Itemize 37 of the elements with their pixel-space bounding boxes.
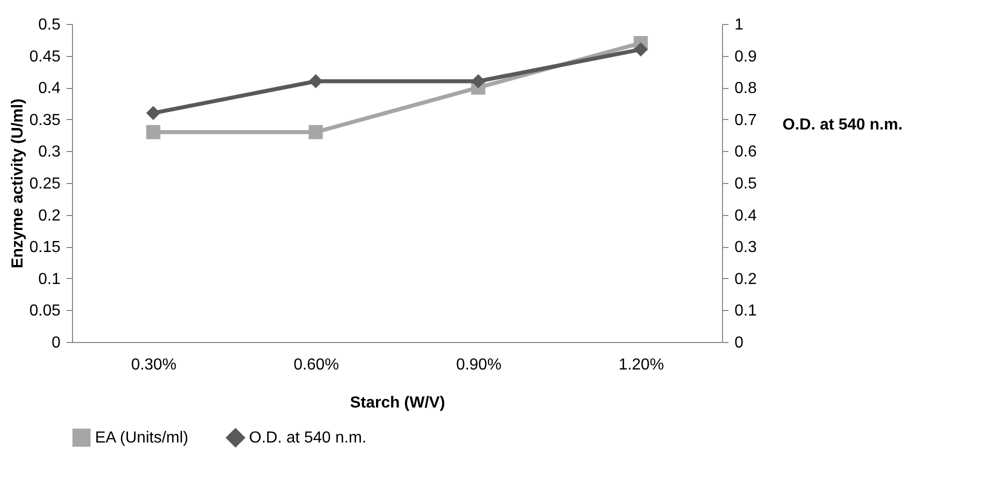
point [634, 42, 648, 57]
x-axis-title: Starch (W/V) [350, 394, 446, 412]
y2-tick-label: 0.2 [734, 270, 757, 288]
y-tick-label: 0.5 [38, 16, 61, 34]
x-tick-label: 0.60% [294, 356, 339, 374]
y2-tick-label: 0.5 [734, 176, 757, 192]
point [471, 74, 486, 88]
y2-axis-title: O.D. at 540 n.m. [782, 116, 903, 134]
y-tick-label: 0 [52, 334, 61, 352]
y2-tick-label: 0.9 [734, 48, 757, 66]
point [146, 106, 160, 120]
y-tick-label: 0.3 [38, 144, 61, 161]
y-tick-label: 0.45 [29, 48, 61, 66]
point [146, 125, 160, 140]
y-tick-label: 0.4 [38, 80, 61, 98]
x-tick-label: 0.30% [131, 356, 176, 374]
y-tick-label: 0.2 [38, 207, 61, 224]
y2-tick-label: 0.6 [734, 144, 757, 161]
legend-label: EA (Units/ml) [95, 430, 188, 447]
y2-tick-label: 0.7 [734, 112, 757, 129]
y2-tick-label: 1 [734, 16, 744, 34]
x-tick-label: 1.20% [618, 356, 664, 374]
point [308, 74, 323, 88]
y2-tick-label: 0 [734, 334, 744, 352]
y2-tick-label: 0.8 [734, 80, 757, 98]
y2-tick-label: 0.1 [734, 302, 757, 320]
legend-label: O.D. at 540 n.m. [249, 430, 366, 447]
y-tick-label: 0.05 [29, 302, 61, 320]
y2-tick-label: 0.3 [734, 239, 757, 256]
y-tick-label: 0.35 [29, 112, 61, 129]
y-tick-label: 0.25 [29, 176, 61, 192]
point [308, 125, 323, 140]
x-tick-label: 0.90% [456, 356, 502, 374]
y-axis-title: Enzyme activity (U/ml) [9, 98, 26, 268]
y2-tick-label: 0.4 [734, 207, 757, 224]
y-tick-label: 0.1 [38, 270, 61, 288]
y-tick-label: 0.15 [29, 239, 61, 256]
